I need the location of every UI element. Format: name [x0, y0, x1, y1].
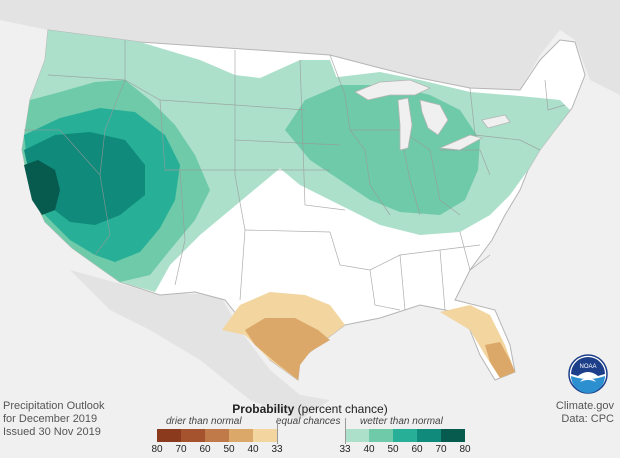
legend-drier-tick: 50	[223, 444, 235, 455]
legend-wetter-bin	[393, 429, 417, 442]
lake-huron	[419, 99, 449, 136]
legend-wetter-tick: 60	[411, 444, 423, 455]
lake-erie	[438, 134, 484, 151]
noaa-logo-icon: NOAA	[568, 354, 608, 394]
legend-wetter-bin	[345, 429, 369, 442]
legend-title: Probability (percent chance)	[0, 402, 620, 416]
drier-regions	[222, 292, 515, 380]
drier-40-50-texas	[245, 318, 330, 380]
credit-line-1: Climate.gov	[555, 400, 614, 412]
great-lakes	[354, 79, 511, 151]
credit-line-2: Data: CPC	[561, 413, 614, 425]
map-caption: Precipitation Outlook for December 2019 …	[3, 400, 105, 439]
legend-wetter-tick: 40	[363, 444, 375, 455]
mexico-land	[70, 270, 330, 420]
legend-wetter-bin	[369, 429, 393, 442]
legend-drier-bin	[229, 429, 253, 442]
legend-wetter-tick: 50	[387, 444, 399, 455]
lake-michigan	[397, 97, 413, 151]
legend-divider	[277, 418, 278, 444]
legend-title-bold: Probability	[232, 402, 295, 416]
drier-40-50-florida	[485, 342, 515, 378]
legend-wetter-tick: 80	[459, 444, 471, 455]
legend-title-rest: (percent chance)	[294, 402, 388, 416]
legend-wetter-bin	[441, 429, 465, 442]
lake-superior	[354, 79, 432, 101]
canada-land	[0, 0, 620, 95]
legend-drier-tick: 60	[199, 444, 211, 455]
caption-line-2: for December 2019	[3, 413, 98, 425]
legend-wetter-bin	[417, 429, 441, 442]
legend-wetter-tick: 33	[339, 444, 351, 455]
legend-divider	[345, 418, 346, 444]
noaa-logo-text: NOAA	[579, 364, 596, 370]
legend-drier-bin	[181, 429, 205, 442]
caption-line-1: Precipitation Outlook	[3, 400, 105, 412]
lake-ontario	[481, 114, 511, 129]
legend-drier-tick: 33	[271, 444, 283, 455]
state-boundaries	[24, 40, 566, 311]
caption-line-3: Issued 30 Nov 2019	[3, 426, 101, 438]
wetter-70-80-california	[24, 160, 60, 215]
legend-drier-bin	[253, 429, 277, 442]
legend-wetter-label: wetter than normal	[360, 416, 443, 427]
legend-drier-bin	[205, 429, 229, 442]
legend-drier-bin	[157, 429, 181, 442]
map-credit: Climate.gov Data: CPC	[556, 400, 614, 426]
legend-drier-label: drier than normal	[166, 416, 242, 427]
legend-drier-tick: 70	[175, 444, 187, 455]
legend-wetter-tick: 70	[435, 444, 447, 455]
legend-drier-tick: 40	[247, 444, 259, 455]
legend-equal-label: equal chances	[276, 416, 341, 427]
legend-drier-tick: 80	[151, 444, 163, 455]
